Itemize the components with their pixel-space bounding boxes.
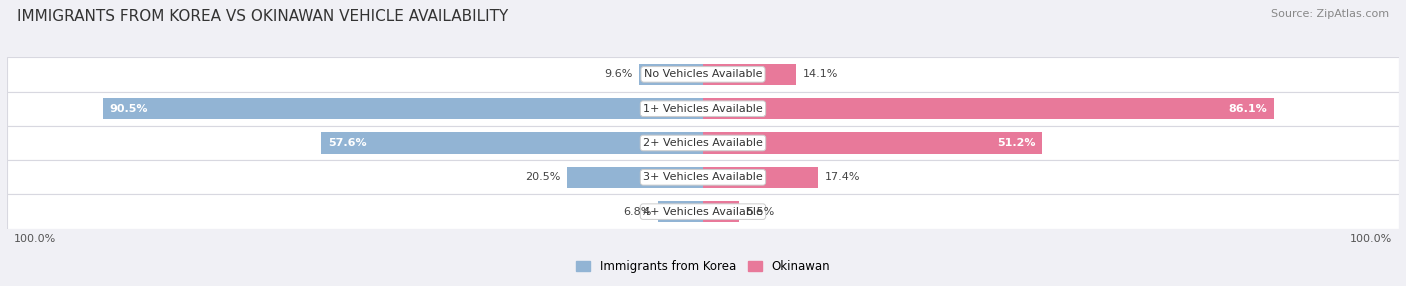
Bar — [103, 98, 703, 119]
Text: 4+ Vehicles Available: 4+ Vehicles Available — [643, 207, 763, 217]
Bar — [703, 132, 1042, 154]
Text: 90.5%: 90.5% — [110, 104, 148, 114]
Text: 2+ Vehicles Available: 2+ Vehicles Available — [643, 138, 763, 148]
Bar — [703, 98, 1274, 119]
Text: 5.5%: 5.5% — [747, 207, 775, 217]
Bar — [703, 64, 796, 85]
Bar — [658, 201, 703, 222]
Text: 3+ Vehicles Available: 3+ Vehicles Available — [643, 172, 763, 182]
Text: 17.4%: 17.4% — [825, 172, 860, 182]
Text: 14.1%: 14.1% — [803, 69, 838, 79]
Text: 6.8%: 6.8% — [623, 207, 651, 217]
Text: 57.6%: 57.6% — [328, 138, 367, 148]
Text: 100.0%: 100.0% — [14, 234, 56, 244]
Bar — [703, 201, 740, 222]
Bar — [567, 167, 703, 188]
Bar — [321, 132, 703, 154]
Text: 9.6%: 9.6% — [605, 69, 633, 79]
Bar — [640, 64, 703, 85]
Bar — [7, 57, 1399, 92]
Text: 86.1%: 86.1% — [1229, 104, 1267, 114]
Text: No Vehicles Available: No Vehicles Available — [644, 69, 762, 79]
Text: 100.0%: 100.0% — [1350, 234, 1392, 244]
Bar — [703, 167, 818, 188]
Text: IMMIGRANTS FROM KOREA VS OKINAWAN VEHICLE AVAILABILITY: IMMIGRANTS FROM KOREA VS OKINAWAN VEHICL… — [17, 9, 508, 23]
Legend: Immigrants from Korea, Okinawan: Immigrants from Korea, Okinawan — [571, 255, 835, 278]
Text: 51.2%: 51.2% — [997, 138, 1036, 148]
Text: 1+ Vehicles Available: 1+ Vehicles Available — [643, 104, 763, 114]
Bar — [7, 126, 1399, 160]
Text: 20.5%: 20.5% — [524, 172, 561, 182]
Text: Source: ZipAtlas.com: Source: ZipAtlas.com — [1271, 9, 1389, 19]
Bar — [7, 160, 1399, 194]
Bar — [7, 92, 1399, 126]
Bar — [7, 194, 1399, 229]
